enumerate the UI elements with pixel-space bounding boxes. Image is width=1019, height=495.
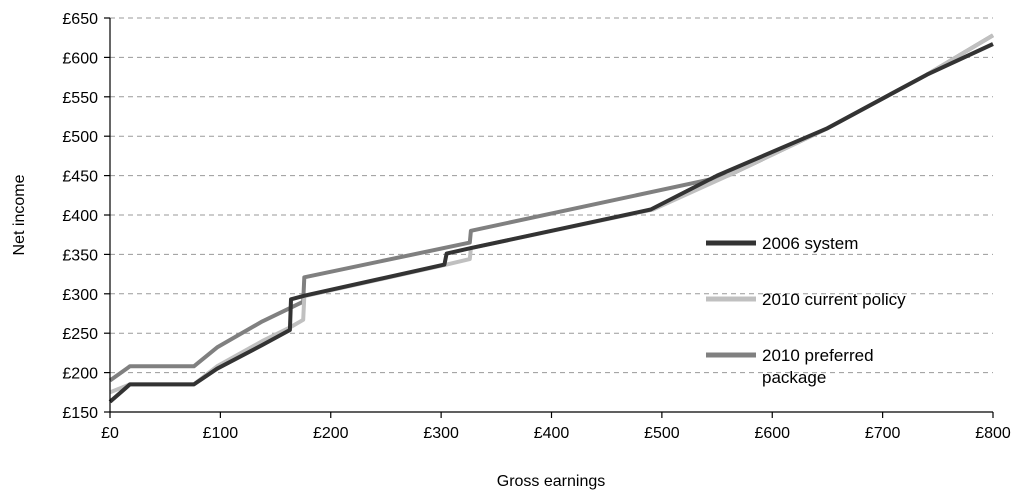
legend-label-0: 2006 system xyxy=(762,234,858,253)
x-tick-label: £500 xyxy=(644,425,680,442)
x-tick-label: £400 xyxy=(534,425,570,442)
x-tick-label: £0 xyxy=(101,425,119,442)
series-line-2 xyxy=(108,33,995,383)
y-tick-label: £350 xyxy=(62,247,98,264)
x-tick-label: £100 xyxy=(203,425,239,442)
x-tick-label: £700 xyxy=(865,425,901,442)
y-tick-label: £600 xyxy=(62,50,98,67)
y-tick-label: £300 xyxy=(62,287,98,304)
y-tick-label: £500 xyxy=(62,129,98,146)
y-tick-label: £150 xyxy=(62,405,98,422)
legend-label-2: package xyxy=(762,368,826,387)
legend: 2006 system 2010 current policy 2010 prefe… xyxy=(706,234,906,387)
y-tick-label: £550 xyxy=(62,90,98,107)
y-tick-label: £200 xyxy=(62,366,98,383)
x-tick-label: £800 xyxy=(975,425,1011,442)
y-tick-label: £450 xyxy=(62,169,98,186)
y-tick-labels: £150 £200 £250 £300 £350 £400 £450 £500 £550 £600… xyxy=(62,11,110,422)
y-tick-label: £400 xyxy=(62,208,98,225)
x-tick-labels: £0 £100 £200 £300 £400 £500 £600 £700 £800 xyxy=(101,412,1011,442)
y-axis-title: Net income xyxy=(11,174,28,255)
legend-label-1: 2010 current policy xyxy=(762,290,906,309)
grid-lines xyxy=(110,17,993,374)
x-tick-label: £300 xyxy=(423,425,459,442)
y-tick-label: £250 xyxy=(62,326,98,343)
series-line-0 xyxy=(108,42,994,404)
legend-label-2: 2010 preferred xyxy=(762,346,874,365)
series-lines xyxy=(108,33,995,404)
x-tick-label: £200 xyxy=(313,425,349,442)
y-tick-label: £650 xyxy=(62,11,98,28)
x-axis-title: Gross earnings xyxy=(497,473,606,490)
x-tick-label: £600 xyxy=(754,425,790,442)
